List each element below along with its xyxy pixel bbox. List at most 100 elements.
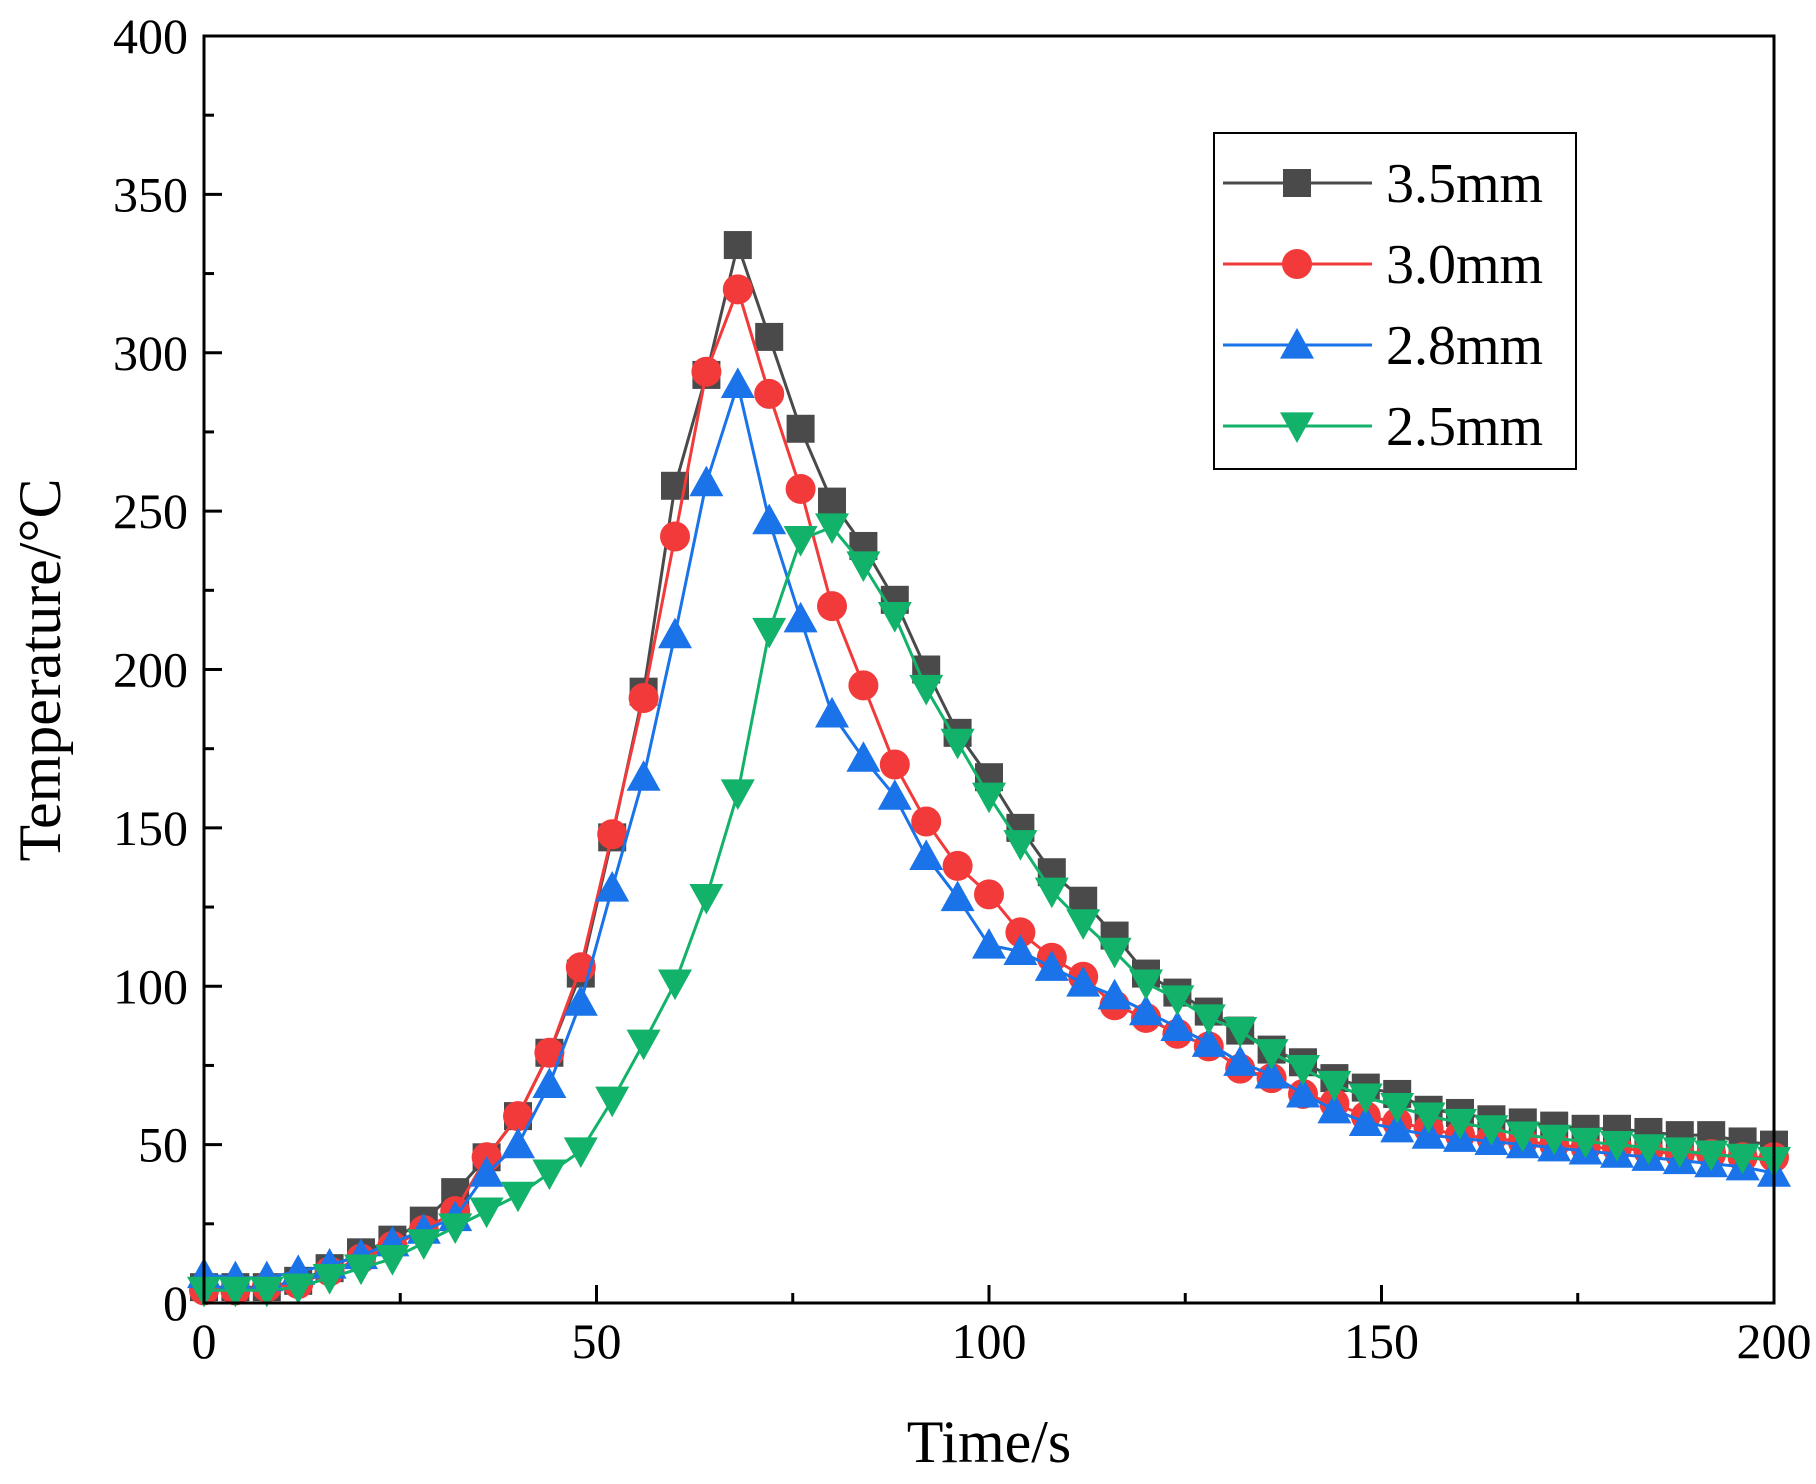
data-point-2.8mm — [563, 985, 598, 1016]
data-point-2.5mm — [877, 602, 912, 633]
data-point-3.0mm — [974, 879, 1004, 910]
data-point-2.8mm — [877, 779, 912, 810]
data-point-2.5mm — [1254, 1039, 1289, 1070]
y-tick-label: 300 — [113, 325, 188, 381]
data-point-2.5mm — [1286, 1055, 1320, 1086]
data-point-2.5mm — [658, 969, 692, 1001]
data-point-2.8mm — [1129, 994, 1163, 1026]
data-point-2.5mm — [438, 1213, 473, 1244]
data-point-2.5mm — [281, 1273, 316, 1305]
data-point-2.5mm — [1097, 937, 1132, 969]
legend-marker — [1280, 328, 1314, 359]
legend-label: 2.5mm — [1386, 396, 1543, 458]
data-point-3.0mm — [785, 473, 816, 504]
y-axis-title: Temperature/°C — [7, 479, 73, 862]
data-point-3.0mm — [503, 1101, 533, 1132]
data-point-2.8mm — [1254, 1057, 1289, 1089]
data-point-2.5mm — [1380, 1093, 1415, 1124]
legend-label: 3.5mm — [1386, 153, 1543, 215]
data-point-2.5mm — [1160, 985, 1195, 1016]
data-point-2.5mm — [1411, 1102, 1446, 1134]
data-point-2.5mm — [501, 1181, 535, 1213]
legend-item-2.5mm: 2.5mm — [1223, 396, 1543, 458]
x-tick-label: 50 — [572, 1313, 622, 1369]
data-point-2.5mm — [375, 1245, 410, 1276]
data-point-3.0mm — [942, 850, 973, 881]
data-point-2.5mm — [1348, 1083, 1383, 1115]
data-point-2.8mm — [1066, 966, 1101, 997]
data-point-2.5mm — [1034, 877, 1069, 909]
data-point-2.5mm — [1443, 1108, 1477, 1140]
data-point-2.5mm — [1505, 1121, 1540, 1153]
data-point-3.0mm — [722, 274, 753, 305]
data-point-2.8mm — [783, 601, 818, 633]
data-point-2.5mm — [1003, 830, 1038, 861]
data-point-3.0mm — [691, 356, 722, 387]
data-point-2.8mm — [689, 465, 724, 497]
y-tick-label: 250 — [113, 483, 188, 539]
data-point-2.8mm — [469, 1156, 504, 1187]
data-point-2.5mm — [846, 551, 881, 582]
y-tick-label: 350 — [113, 166, 188, 222]
data-point-2.5mm — [1066, 909, 1101, 940]
data-point-2.5mm — [815, 513, 849, 544]
data-point-2.5mm — [689, 883, 724, 915]
legend-marker — [1280, 412, 1314, 443]
data-point-2.5mm — [1474, 1115, 1509, 1146]
data-point-2.8mm — [1160, 1010, 1195, 1042]
data-point-2.8mm — [909, 839, 944, 870]
y-tick-label: 0 — [163, 1275, 188, 1331]
data-point-2.5mm — [532, 1159, 567, 1191]
data-point-3.0mm — [754, 378, 785, 409]
data-point-3.0mm — [660, 521, 690, 552]
data-point-2.5mm — [752, 617, 787, 649]
data-point-2.8mm — [658, 617, 692, 649]
legend-label: 3.0mm — [1386, 234, 1543, 296]
data-point-2.5mm — [469, 1197, 504, 1229]
axis-tick-labels: 0 50 100 150 200 0 50 100 150 200 250 300 350 400 — [113, 8, 1812, 1369]
x-tick-label: 100 — [952, 1313, 1027, 1369]
data-point-2.8mm — [532, 1067, 567, 1099]
legend-item-3.0mm: 3.0mm — [1223, 234, 1543, 296]
data-point-2.5mm — [595, 1086, 630, 1118]
data-point-3.5mm — [755, 322, 784, 351]
data-point-2.8mm — [940, 880, 975, 912]
data-point-2.5mm — [783, 526, 818, 557]
data-point-2.5mm — [1191, 1004, 1226, 1035]
data-point-2.8mm — [1097, 978, 1132, 1010]
data-point-2.5mm — [344, 1254, 378, 1286]
data-point-2.8mm — [1034, 950, 1069, 981]
data-point-2.5mm — [720, 779, 755, 811]
data-point-3.0mm — [848, 670, 879, 701]
data-point-2.8mm — [1380, 1111, 1415, 1143]
legend-items: 3.5mm 3.0mm 2.8mm 2.5mm — [1223, 153, 1543, 458]
data-point-2.5mm — [249, 1276, 284, 1308]
data-point-3.5mm — [818, 487, 846, 516]
data-point-2.8mm — [1286, 1076, 1320, 1108]
data-point-2.5mm — [1694, 1140, 1729, 1172]
data-point-2.8mm — [720, 367, 755, 399]
legend-marker — [1283, 169, 1311, 197]
data-point-2.5mm — [1631, 1134, 1666, 1165]
x-tick-label: 150 — [1344, 1313, 1419, 1369]
x-axis-title: Time/s — [907, 1409, 1072, 1475]
data-point-3.5mm — [786, 414, 815, 443]
y-tick-label: 400 — [113, 8, 188, 64]
legend-label: 2.8mm — [1386, 315, 1543, 377]
data-point-2.8mm — [626, 760, 661, 791]
data-point-3.0mm — [534, 1037, 565, 1068]
legend-box — [1213, 132, 1577, 470]
data-point-2.5mm — [1129, 969, 1163, 1001]
data-point-2.8mm — [1191, 1026, 1226, 1057]
data-point-2.5mm — [1317, 1070, 1352, 1102]
axis-ticks — [202, 34, 1776, 1305]
data-point-3.0mm — [879, 749, 910, 780]
y-tick-label: 100 — [113, 958, 188, 1014]
data-point-2.5mm — [218, 1276, 253, 1308]
y-tick-label: 200 — [113, 642, 188, 698]
data-point-2.5mm — [940, 728, 975, 760]
data-point-2.5mm — [626, 1029, 661, 1061]
data-point-2.5mm — [1600, 1131, 1634, 1162]
data-point-2.8mm — [1317, 1092, 1352, 1124]
data-point-2.5mm — [563, 1137, 598, 1168]
